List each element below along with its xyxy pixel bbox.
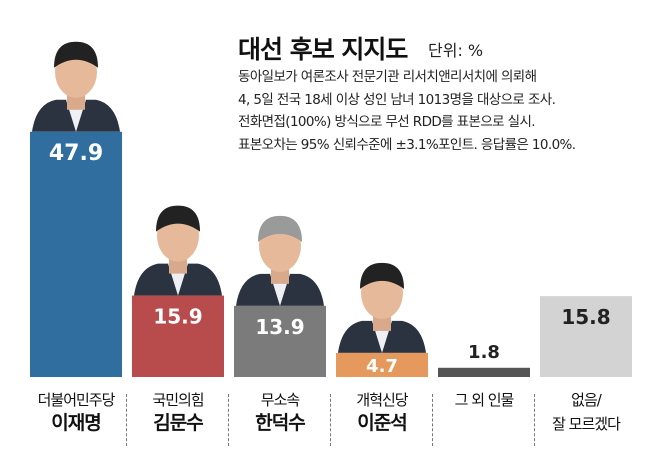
bar (132, 295, 224, 377)
note-line: 동아일보가 여론조사 전문기관 리서치앤리서치에 의뢰해 (238, 69, 537, 85)
divider (534, 394, 535, 446)
candidate-name: 이준석 (357, 412, 407, 434)
divider (228, 394, 229, 446)
party-label: 없음/ (571, 391, 602, 409)
note-line: 전화면접(100%) 방식으로 무선 RDD를 표본으로 실시. (238, 114, 536, 130)
party-label: 개혁신당 (356, 391, 408, 409)
chart-title: 대선 후보 지지도 (238, 35, 408, 64)
bar (30, 131, 122, 377)
value-label: 47.9 (49, 141, 103, 166)
bar (540, 296, 632, 377)
value-label: 15.9 (153, 305, 202, 329)
note-line: 표본오차는 95% 신뢰수준에 ±3.1%포인트. 응답률은 10.0%. (238, 136, 576, 153)
candidate-name: 이재명 (51, 412, 101, 434)
candidate-name: 김문수 (153, 412, 203, 434)
note-line: 4, 5일 전국 18세 이상 성인 남녀 1013명을 대상으로 조사. (238, 91, 556, 108)
bar (234, 305, 326, 377)
candidate-photo (236, 215, 324, 306)
unit-label: 단위: % (428, 41, 484, 60)
divider (126, 394, 127, 446)
candidate-photo (32, 41, 120, 132)
survey-note: 동아일보가 여론조사 전문기관 리서치앤리서치에 의뢰해 4, 5일 전국 18… (238, 66, 576, 156)
value-label: 4.7 (366, 356, 398, 377)
party-label: 더불어민주당 (37, 391, 116, 409)
value-label: 15.8 (561, 305, 610, 329)
candidate-name: 잘 모르겠다 (552, 415, 621, 433)
party-label: 무소속 (260, 391, 300, 409)
divider (432, 394, 433, 446)
candidate-name: 한덕수 (255, 412, 305, 434)
divider (330, 394, 331, 446)
category-label: 그 외 인물 (434, 390, 534, 410)
value-label: 13.9 (255, 315, 304, 339)
bar (336, 352, 428, 377)
party-label: 그 외 인물 (454, 391, 515, 409)
party-label: 국민의힘 (152, 391, 204, 409)
bar (438, 367, 530, 377)
category-label: 없음/잘 모르겠다 (536, 390, 636, 434)
value-label: 1.8 (468, 342, 500, 363)
candidate-photo (134, 205, 222, 296)
candidate-photo (338, 262, 426, 353)
